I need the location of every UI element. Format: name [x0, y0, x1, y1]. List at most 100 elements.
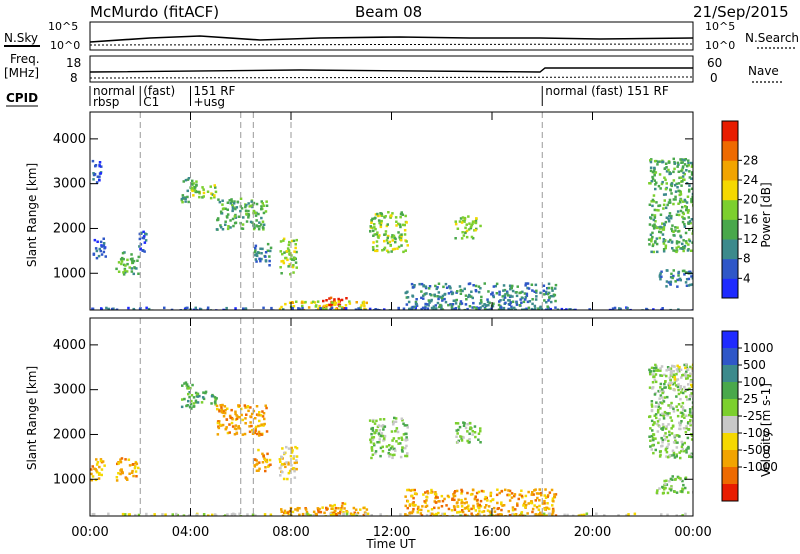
range-gate-cell: [405, 303, 409, 306]
range-gate-cell: [375, 419, 378, 423]
range-gate-cell: [503, 294, 506, 297]
range-gate-cell: [659, 277, 662, 281]
range-gate-cell: [300, 301, 304, 304]
range-gate-cell: [546, 287, 549, 290]
range-gate-cell: [474, 495, 477, 499]
range-gate-cell: [334, 303, 337, 306]
range-gate-cell: [457, 428, 460, 432]
range-gate-cell: [664, 386, 667, 389]
range-gate-cell: [265, 458, 269, 462]
range-gate-cell: [527, 306, 531, 310]
range-gate-cell: [652, 308, 655, 310]
range-gate-cell: [689, 423, 692, 427]
range-gate-cell: [290, 464, 293, 467]
range-gate-cell: [228, 414, 232, 418]
range-gate-cell: [681, 242, 684, 246]
range-gate-cell: [321, 307, 325, 310]
range-gate-cell: [666, 395, 669, 399]
range-gate-cell: [456, 422, 460, 425]
range-gate-cell: [241, 418, 244, 422]
range-gate-cell: [245, 212, 248, 215]
range-gate-cell: [238, 427, 241, 430]
range-gate-cell: [675, 455, 678, 458]
range-gate-cell: [226, 513, 229, 516]
range-gate-cell: [464, 497, 467, 501]
range-gate-cell: [383, 437, 386, 440]
range-gate-cell: [677, 163, 680, 166]
range-gate-cell: [258, 467, 261, 471]
range-gate-cell: [230, 421, 234, 425]
range-gate-cell: [345, 512, 349, 516]
range-gate-cell: [399, 442, 402, 445]
range-gate-cell: [391, 234, 394, 237]
range-gate-cell: [368, 419, 372, 422]
range-gate-cell: [655, 369, 658, 372]
range-gate-cell: [263, 422, 266, 426]
range-gate-cell: [540, 513, 544, 516]
range-gate-cell: [269, 513, 273, 516]
range-gate-cell: [125, 270, 129, 273]
range-gate-cell: [683, 225, 687, 228]
range-gate-cell: [435, 495, 438, 499]
range-gate-cell: [651, 429, 654, 432]
range-gate-cell: [402, 250, 405, 254]
range-gate-cell: [378, 221, 381, 225]
range-gate-cell: [387, 234, 390, 238]
range-gate-cell: [397, 306, 400, 310]
range-gate-cell: [515, 301, 518, 304]
range-gate-cell: [669, 188, 672, 191]
range-gate-cell: [424, 501, 427, 504]
range-gate-cell: [499, 299, 502, 302]
range-gate-cell: [479, 427, 482, 430]
range-gate-cell: [651, 175, 654, 179]
range-gate-cell: [668, 376, 672, 380]
range-gate-cell: [285, 256, 288, 260]
range-gate-cell: [454, 222, 458, 226]
range-gate-cell: [544, 488, 547, 491]
range-gate-cell: [394, 420, 398, 423]
range-gate-cell: [342, 510, 345, 514]
range-gate-cell: [663, 434, 666, 438]
range-gate-cell: [407, 488, 411, 492]
range-gate-cell: [456, 290, 459, 293]
range-gate-cell: [130, 253, 133, 256]
range-gate-cell: [681, 166, 685, 170]
range-gate-cell: [279, 460, 282, 464]
range-gate-cell: [526, 282, 530, 285]
range-gate-cell: [139, 307, 142, 310]
range-gate-cell: [322, 299, 325, 303]
range-gate-cell: [521, 290, 524, 294]
range-gate-cell: [255, 260, 258, 263]
freq-panel: [89, 55, 694, 83]
freq-top-tick: 18: [66, 56, 81, 70]
range-gate-cell: [686, 249, 690, 252]
range-gate-cell: [454, 299, 457, 302]
range-gate-cell: [238, 512, 241, 516]
range-gate-cell: [96, 240, 99, 243]
range-gate-cell: [650, 237, 653, 241]
range-gate-cell: [677, 202, 680, 205]
range-gate-cell: [221, 199, 224, 202]
range-gate-cell: [356, 511, 360, 515]
range-gate-cell: [678, 189, 681, 193]
range-gate-cell: [186, 178, 190, 181]
range-gate-cell: [186, 195, 189, 199]
range-gate-cell: [650, 405, 654, 408]
range-gate-cell: [265, 200, 268, 203]
range-gate-cell: [304, 507, 307, 510]
range-gate-cell: [518, 291, 521, 295]
range-gate-cell: [264, 466, 267, 469]
range-gate-cell: [334, 506, 338, 510]
range-gate-cell: [466, 423, 469, 426]
range-gate-cell: [688, 220, 692, 223]
plot-frame: [89, 111, 694, 311]
range-gate-cell: [295, 459, 298, 462]
range-gate-cell: [408, 511, 411, 515]
range-gate-cell: [365, 508, 369, 511]
range-gate-cell: [221, 203, 224, 206]
range-gate-cell: [286, 247, 290, 250]
range-gate-cell: [381, 249, 384, 252]
range-gate-cell: [143, 235, 146, 238]
range-gate-cell: [294, 243, 297, 246]
range-gate-cell: [128, 464, 132, 467]
